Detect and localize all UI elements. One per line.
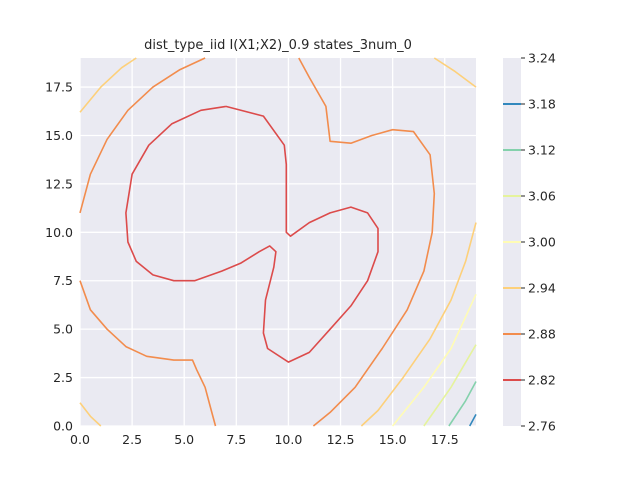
x-tick-label: 0.0	[70, 432, 90, 447]
x-axis-ticks: 0.0 2.5 5.0 7.5 10.0 12.5 15.0 17.5	[70, 432, 459, 447]
contour-line-3.18	[468, 414, 477, 427]
colorbar-tick-label: 3.24	[528, 51, 556, 66]
y-tick-label: 2.5	[53, 370, 73, 385]
colorbar-tick-label: 2.82	[528, 373, 556, 388]
x-tick-label: 17.5	[431, 432, 459, 447]
contour-line-2.94	[79, 57, 137, 113]
contour-line-2.88	[298, 57, 436, 427]
colorbar-tick-label: 3.00	[528, 235, 556, 250]
colorbar-tick-label: 2.76	[528, 419, 556, 434]
contour-lines	[79, 57, 477, 427]
contour-line-3.06	[423, 344, 477, 427]
y-tick-label: 7.5	[53, 273, 73, 288]
x-tick-label: 5.0	[174, 432, 194, 447]
colorbar-tick-label: 3.06	[528, 189, 556, 204]
x-tick-label: 12.5	[327, 432, 355, 447]
contour-line-2.94	[360, 222, 477, 427]
colorbar-tick-label: 3.12	[528, 143, 556, 158]
contour-line-2.82	[125, 105, 379, 363]
x-tick-label: 7.5	[226, 432, 246, 447]
y-axis-ticks: 0.0 2.5 5.0 7.5 10.0 12.5 15.0 17.5	[45, 80, 73, 434]
colorbar-ticks: 3.24 3.18 3.12 3.06 3.00 2.94 2.88 2.82 2.76	[503, 51, 556, 434]
x-tick-label: 10.0	[274, 432, 302, 447]
chart-title: dist_type_iid I(X1;X2)_0.9 states_3num_0	[144, 38, 412, 53]
y-tick-label: 0.0	[53, 419, 73, 434]
contour-line-2.88	[79, 57, 206, 214]
y-tick-label: 15.0	[45, 128, 73, 143]
colorbar-tick-label: 3.18	[528, 97, 556, 112]
colorbar-tick-label: 2.94	[528, 281, 556, 296]
y-tick-label: 17.5	[45, 80, 73, 95]
y-tick-label: 5.0	[53, 322, 73, 337]
contour-line-3.12	[448, 381, 477, 427]
y-tick-label: 10.0	[45, 225, 73, 240]
y-tick-label: 12.5	[45, 176, 73, 191]
plot-area	[80, 58, 476, 426]
x-tick-label: 15.0	[379, 432, 407, 447]
x-tick-label: 2.5	[122, 432, 142, 447]
grid-lines	[79, 58, 476, 427]
contour-line-2.94	[433, 57, 477, 88]
contour-line-2.94	[79, 402, 102, 427]
contour-line-2.88	[79, 280, 217, 427]
contour-line-3	[391, 293, 477, 427]
colorbar-tick-label: 2.88	[528, 327, 556, 342]
